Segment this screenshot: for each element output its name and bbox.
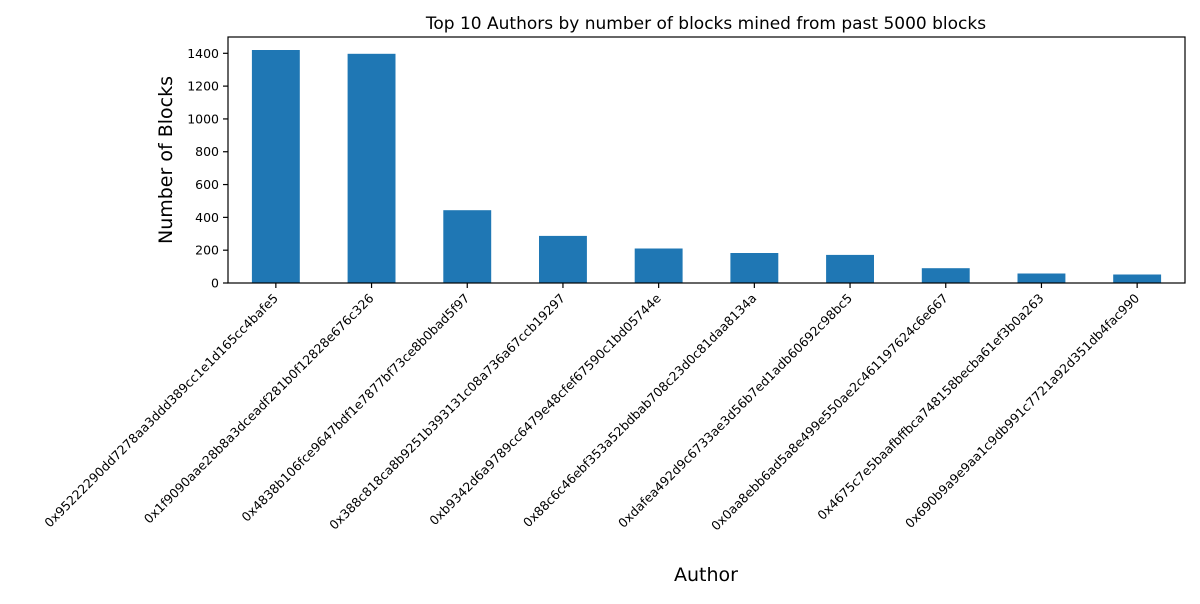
bar [921, 268, 970, 283]
x-tick-label: 0xb9342d6a9789cc6479e48cfef67590c1bd0574… [426, 290, 664, 528]
y-tick-label: 1200 [187, 79, 219, 94]
x-tick-label: 0x1f9090aae28b8a3dceadf281b0f12828e676c3… [141, 290, 377, 526]
x-tick-label: 0x690b9a9e9aa1c9db991c7721a92d351db4fac9… [902, 290, 1142, 530]
y-tick-label: 0 [211, 276, 219, 291]
bar [251, 50, 300, 283]
y-axis-title: Number of Blocks [155, 76, 177, 244]
x-tick-label: 0x4675c7e5baafbffbca748158becba61ef3b0a2… [814, 291, 1046, 523]
plot-area: 02004006008001000120014000x95222290dd727… [41, 36, 1186, 533]
y-tick-label: 400 [195, 210, 219, 225]
y-tick-label: 800 [195, 144, 219, 159]
bar [443, 210, 492, 283]
x-tick-label: 0x4838b106fce9647bdf1e7877bf73ce8b0bad5f… [238, 291, 472, 525]
bar [539, 235, 587, 283]
bar [1113, 274, 1162, 283]
axes-frame [227, 36, 1186, 284]
bar [1017, 273, 1066, 283]
y-tick-label: 1400 [187, 46, 219, 61]
y-tick-label: 200 [195, 243, 219, 258]
x-axis-title: Author [674, 564, 738, 586]
bar [347, 53, 396, 283]
y-tick-label: 1000 [187, 111, 219, 126]
y-tick-label: 600 [195, 177, 219, 192]
bar [730, 253, 779, 283]
bar [826, 254, 874, 283]
chart-title: Top 10 Authors by number of blocks mined… [425, 14, 986, 34]
bar [634, 248, 683, 283]
